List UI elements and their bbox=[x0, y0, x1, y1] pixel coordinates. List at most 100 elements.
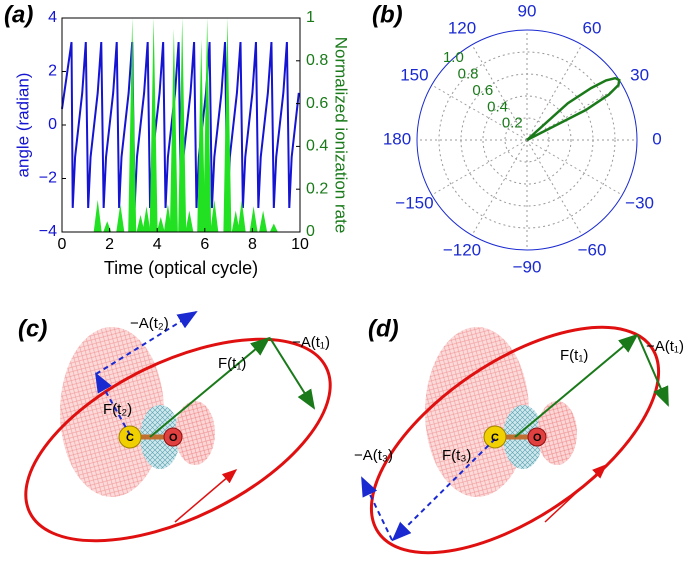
y-tick-label: 4 bbox=[48, 9, 57, 26]
ionization-spike bbox=[156, 217, 165, 232]
theta-tick-label: 30 bbox=[630, 65, 649, 84]
r-grid-circle bbox=[482, 95, 572, 185]
ionization-spike bbox=[178, 18, 187, 232]
theta-tick-label: −120 bbox=[443, 240, 481, 259]
arrow-label: F(t₂) bbox=[103, 401, 132, 418]
ionization-spike bbox=[136, 214, 145, 232]
y-tick-label: 2 bbox=[48, 63, 57, 80]
theta-tick-label: 60 bbox=[583, 19, 602, 38]
orbital-lobe bbox=[425, 327, 529, 497]
y-axis-label: angle (radian) bbox=[13, 73, 32, 178]
theta-tick-label: 120 bbox=[448, 19, 476, 38]
x-axis-label: Time (optical cycle) bbox=[104, 258, 258, 278]
ionization-spike bbox=[249, 206, 258, 232]
ionization-spike bbox=[231, 210, 240, 232]
y2-tick-label: 0.6 bbox=[306, 95, 328, 112]
ionization-spike bbox=[237, 199, 246, 232]
rotation-arrow bbox=[544, 463, 608, 523]
carbon-atom bbox=[118, 425, 142, 449]
vector-potential-arrow bbox=[95, 310, 198, 375]
arrow-label: F(t₁) bbox=[560, 347, 588, 364]
radial-grid-line bbox=[431, 139, 528, 196]
ionization-spike bbox=[185, 210, 194, 232]
polarization-ellipse bbox=[24, 337, 332, 543]
x-tick-label: 4 bbox=[153, 236, 162, 253]
radial-grid-line bbox=[526, 139, 583, 236]
arrow-label: −A(t₁) bbox=[292, 334, 330, 351]
atom-label: O bbox=[169, 432, 178, 444]
r-tick-label: 1.0 bbox=[443, 49, 464, 66]
atom-label: C bbox=[126, 432, 134, 444]
arrow-label: F(t₁) bbox=[218, 355, 246, 372]
atom-label: C bbox=[491, 432, 499, 444]
theta-tick-label: 180 bbox=[383, 129, 411, 148]
ionization-spike bbox=[93, 199, 102, 232]
field-arrow bbox=[514, 333, 639, 438]
ionization-spike bbox=[128, 18, 137, 232]
y2-tick-label: 1 bbox=[306, 9, 315, 26]
field-arrow bbox=[95, 372, 131, 436]
field-arrow bbox=[149, 336, 271, 438]
y-tick-label: −4 bbox=[39, 223, 57, 240]
ionization-spike bbox=[169, 28, 178, 233]
oxygen-atom bbox=[163, 427, 183, 447]
polarization-ellipse bbox=[369, 325, 661, 555]
ionization-spike bbox=[210, 199, 219, 232]
y2-tick-label: 0.2 bbox=[306, 180, 328, 197]
rotation-arrow bbox=[174, 469, 238, 523]
radial-grid-line bbox=[526, 139, 623, 196]
theta-tick-label: 0 bbox=[652, 129, 661, 148]
panel-label: (a) bbox=[4, 1, 33, 28]
y2-axis-label: Normalized ionization rate bbox=[332, 37, 351, 234]
panel-label: (d) bbox=[368, 315, 399, 342]
ionization-spike bbox=[142, 206, 151, 232]
radial-grid-line bbox=[471, 44, 528, 141]
panel-label: (b) bbox=[372, 1, 403, 28]
theta-tick-label: 150 bbox=[400, 65, 428, 84]
ionization-spike bbox=[163, 204, 172, 232]
ionization-spike bbox=[203, 18, 212, 232]
orbital-lobe bbox=[537, 401, 577, 465]
theta-tick-label: −90 bbox=[513, 257, 542, 276]
theta-tick-label: −150 bbox=[395, 193, 433, 212]
ionization-spike bbox=[149, 18, 158, 232]
r-tick-label: 0.8 bbox=[458, 66, 479, 83]
diagram-d: (d) F(t₁) −A(t₁) −A(t₃) F(t₃) C O bbox=[354, 315, 684, 555]
x-tick-label: 6 bbox=[200, 236, 209, 253]
y-tick-label: −2 bbox=[39, 170, 57, 187]
ionization-spike bbox=[259, 210, 268, 232]
radial-grid-line bbox=[526, 44, 583, 141]
r-tick-label: 0.4 bbox=[487, 98, 508, 115]
ionization-spike bbox=[197, 39, 206, 233]
panel-label: (c) bbox=[18, 315, 47, 342]
y2-tick-label: 0 bbox=[306, 223, 315, 240]
r-tick-label: 0.2 bbox=[502, 115, 523, 132]
atom-label: O bbox=[533, 432, 542, 444]
field-arrow bbox=[391, 438, 496, 542]
r-grid-circle bbox=[438, 51, 616, 229]
ionization-spike bbox=[223, 18, 232, 232]
y2-tick-label: 0.8 bbox=[306, 52, 328, 69]
vector-potential-arrow bbox=[637, 335, 669, 407]
radial-grid-line bbox=[471, 139, 528, 236]
ionization-spike bbox=[116, 204, 125, 232]
vector-potential-arrow bbox=[361, 476, 393, 541]
theta-tick-label: 90 bbox=[518, 1, 537, 20]
x-tick-label: 2 bbox=[105, 236, 114, 253]
r-grid-circle bbox=[416, 29, 638, 251]
y-tick-label: 0 bbox=[48, 116, 57, 133]
diagram-c: (c) −A(t₂) −A(t₁) F(t₁) F(t₂) C O bbox=[18, 310, 332, 543]
theta-tick-label: −60 bbox=[578, 240, 607, 259]
arrow-label: −A(t₁) bbox=[646, 338, 684, 355]
orbital-lobe bbox=[175, 401, 215, 465]
arrow-label: −A(t₂) bbox=[130, 315, 169, 332]
x-tick-label: 0 bbox=[58, 236, 67, 253]
carbon-atom bbox=[483, 425, 507, 449]
y2-tick-label: 0.4 bbox=[306, 138, 328, 155]
r-grid-circle bbox=[504, 117, 550, 163]
radial-grid-line bbox=[431, 84, 528, 141]
oxygen-atom bbox=[527, 427, 547, 447]
polar-lobe bbox=[526, 76, 621, 142]
arrow-label: −A(t₃) bbox=[354, 447, 393, 464]
